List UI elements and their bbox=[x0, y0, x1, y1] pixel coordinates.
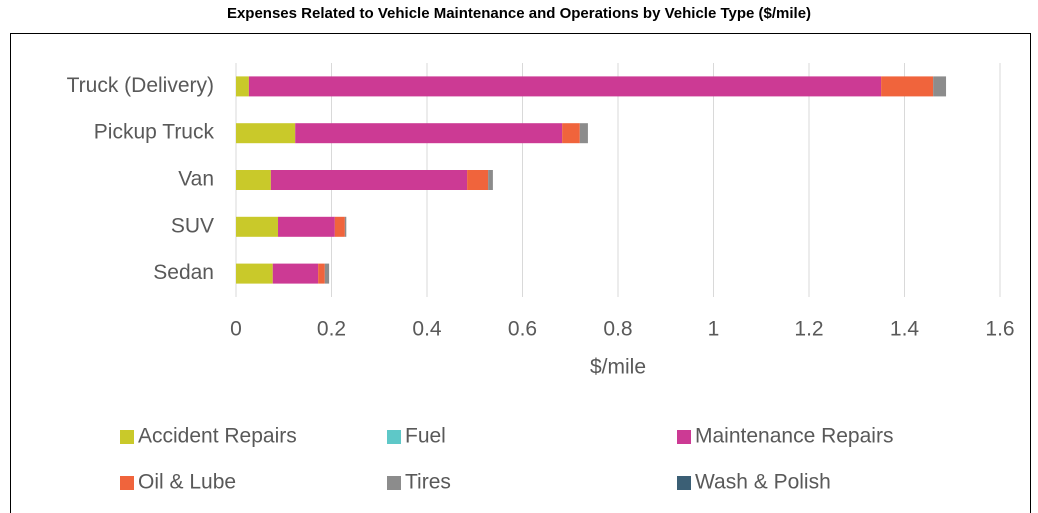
y-tick-label: Truck (Delivery) bbox=[67, 74, 214, 97]
x-tick-label: 0.8 bbox=[603, 318, 632, 341]
bar-segment bbox=[295, 123, 563, 144]
bar-segment bbox=[488, 170, 493, 190]
bar-segment bbox=[236, 76, 249, 97]
bar-segment bbox=[334, 216, 345, 237]
bar-segment bbox=[562, 123, 580, 144]
x-tick-label: 1.4 bbox=[890, 318, 920, 341]
bar-segment bbox=[278, 216, 335, 237]
legend-label: Oil & Lube bbox=[138, 471, 236, 494]
bar-segment bbox=[324, 263, 330, 284]
legend-label: Accident Repairs bbox=[138, 425, 297, 448]
legend-swatch bbox=[677, 476, 691, 490]
x-tick-label: 1 bbox=[708, 318, 720, 341]
chart-border bbox=[10, 33, 1031, 513]
x-tick-label: 1.2 bbox=[794, 318, 823, 341]
legend-swatch bbox=[120, 476, 134, 490]
bar-segment bbox=[248, 76, 882, 97]
bar-segment bbox=[579, 123, 588, 144]
bar-segment bbox=[881, 76, 934, 97]
legend-swatch bbox=[120, 430, 134, 444]
bar-segment bbox=[236, 170, 271, 190]
y-tick-label: Pickup Truck bbox=[94, 121, 215, 144]
x-tick-label: 1.6 bbox=[985, 318, 1014, 341]
y-tick-label: Van bbox=[178, 168, 214, 191]
bar-segment bbox=[236, 216, 279, 237]
x-tick-label: 0.4 bbox=[412, 318, 442, 341]
bar-segment bbox=[236, 123, 296, 144]
bar-segment bbox=[318, 263, 325, 284]
legend-label: Wash & Polish bbox=[695, 471, 831, 494]
legend-label: Fuel bbox=[405, 425, 446, 448]
bar-segment bbox=[272, 263, 319, 284]
legend-label: Maintenance Repairs bbox=[695, 425, 893, 448]
legend-swatch bbox=[387, 476, 401, 490]
legend-swatch bbox=[387, 430, 401, 444]
bar-segment bbox=[344, 216, 347, 237]
bar-segment bbox=[933, 76, 947, 97]
bar-segment bbox=[270, 170, 468, 190]
y-tick-label: SUV bbox=[171, 214, 214, 237]
legend-label: Tires bbox=[405, 471, 451, 494]
x-axis-label: $/mile bbox=[590, 356, 646, 379]
legend-swatch bbox=[677, 430, 691, 444]
bar-segment bbox=[467, 170, 489, 190]
x-tick-label: 0.6 bbox=[508, 318, 537, 341]
bar-segment bbox=[236, 263, 273, 284]
x-tick-label: 0 bbox=[230, 318, 242, 341]
y-tick-label: Sedan bbox=[153, 261, 214, 284]
x-tick-label: 0.2 bbox=[317, 318, 346, 341]
chart-title: Expenses Related to Vehicle Maintenance … bbox=[227, 5, 811, 22]
